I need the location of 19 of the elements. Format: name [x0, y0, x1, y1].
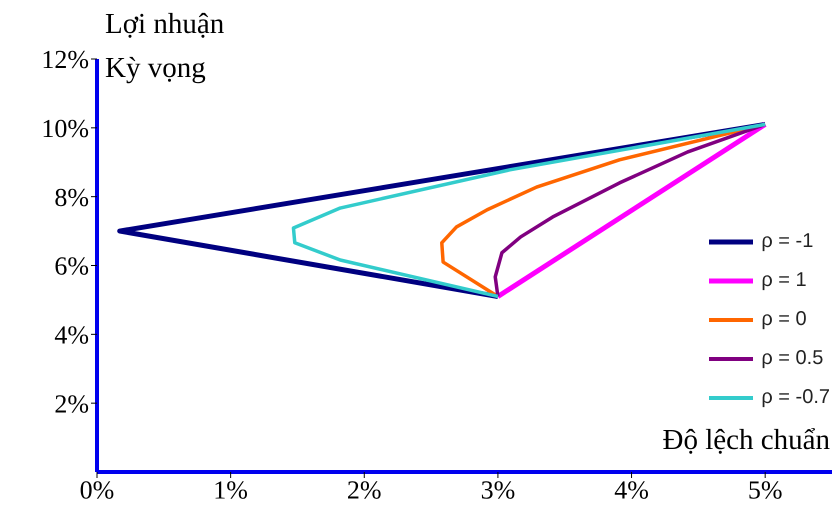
y-tick-label: 12% [41, 45, 89, 74]
x-tick-label: 5% [748, 475, 783, 504]
legend-label: ρ = 0.5 [761, 347, 824, 370]
legend-label: ρ = 0 [761, 308, 807, 331]
legend-label: ρ = -0.7 [761, 386, 830, 409]
y-tick-label: 4% [54, 320, 89, 350]
y-tick-label: 10% [41, 114, 89, 144]
y-tick-label: 6% [54, 252, 89, 281]
legend-label: ρ = 1 [761, 269, 807, 292]
x-axis-title: Độ lệch chuẩn [662, 424, 830, 457]
y-tick-label: 2% [54, 389, 89, 418]
x-tick-label: 3% [480, 475, 516, 504]
x-tick-label: 4% [614, 475, 649, 504]
x-tick-label: 0% [80, 475, 114, 504]
y-axis-title: Lợi nhuận Kỳ vọng [105, 7, 224, 86]
legend-label: ρ = -1 [761, 230, 814, 253]
x-tick-label: 1% [213, 475, 248, 504]
y-tick-label: 8% [54, 182, 89, 212]
x-tick-label: 2% [346, 475, 382, 504]
